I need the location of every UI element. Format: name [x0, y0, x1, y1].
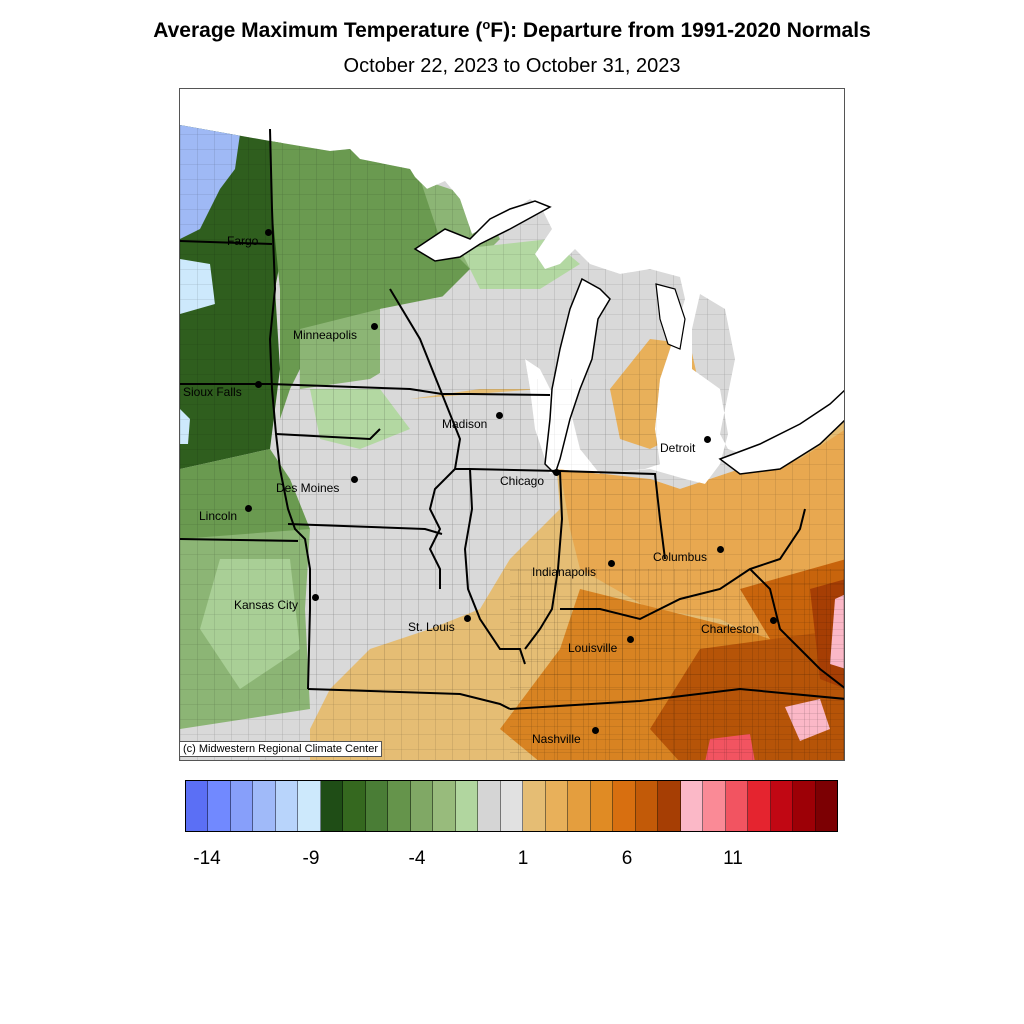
charleston-marker	[770, 617, 777, 624]
legend-tick-3: 1	[517, 848, 529, 869]
sioux-falls-label: Sioux Falls	[183, 385, 242, 399]
detroit-marker	[704, 436, 711, 443]
louisville-label: Louisville	[568, 641, 618, 655]
nashville-label: Nashville	[532, 732, 581, 746]
map-title: Average Maximum Temperature (oF): Depart…	[0, 17, 1024, 43]
color-legend	[185, 780, 838, 832]
legend-swatch	[793, 781, 816, 831]
legend-swatch	[500, 781, 524, 831]
legend-swatch	[275, 781, 299, 831]
legend-swatch	[365, 781, 389, 831]
fargo-marker	[265, 229, 272, 236]
legend-swatch	[455, 781, 479, 831]
legend-swatch	[388, 781, 411, 831]
kansas-city-label: Kansas City	[234, 598, 299, 612]
indianapolis-label: Indianapolis	[532, 565, 597, 579]
legend-swatch	[680, 781, 704, 831]
legend-swatch	[613, 781, 636, 831]
chicago-label: Chicago	[500, 474, 545, 488]
legend-tick-2: -4	[408, 848, 426, 869]
credit-label: (c) Midwestern Regional Climate Center	[179, 741, 383, 757]
indianapolis-marker	[608, 560, 615, 567]
legend-swatch	[343, 781, 366, 831]
detroit-label: Detroit	[660, 441, 696, 455]
legend-swatch	[568, 781, 591, 831]
des-moines-marker	[351, 476, 358, 483]
map-frame: Fargo Minneapolis Sioux Falls Madison De…	[179, 88, 845, 761]
map-subtitle: October 22, 2023 to October 31, 2023	[343, 55, 681, 77]
lincoln-marker	[245, 505, 252, 512]
degree-symbol: o	[482, 17, 491, 32]
madison-marker	[496, 412, 503, 419]
title-part2: F): Departure from 1991-2020 Normals	[490, 19, 871, 42]
madison-label: Madison	[442, 417, 488, 431]
legend-swatch	[298, 781, 321, 831]
louisville-marker	[627, 636, 634, 643]
legend-swatch	[186, 781, 209, 831]
legend-swatch	[545, 781, 569, 831]
lincoln-label: Lincoln	[199, 509, 238, 523]
legend-swatch	[433, 781, 456, 831]
legend-swatch	[523, 781, 546, 831]
minneapolis-marker	[371, 323, 378, 330]
sioux-falls-marker	[255, 381, 262, 388]
legend-swatch	[410, 781, 434, 831]
temperature-map	[180, 125, 844, 760]
kansas-city-marker	[312, 594, 319, 601]
legend-swatch	[478, 781, 501, 831]
chicago-marker	[553, 469, 560, 476]
legend-swatch	[748, 781, 771, 831]
charleston-label: Charleston	[701, 622, 760, 636]
legend-swatch	[230, 781, 254, 831]
legend-swatch	[703, 781, 726, 831]
st-louis-marker	[464, 615, 471, 622]
fargo-label: Fargo	[227, 234, 259, 248]
legend-swatch	[320, 781, 344, 831]
des-moines-label: Des Moines	[276, 481, 340, 495]
legend-swatch	[253, 781, 276, 831]
legend-tick-4: 6	[621, 848, 633, 869]
nashville-marker	[592, 727, 599, 734]
legend-tick-5: 11	[723, 848, 743, 869]
legend-tick-1: -9	[302, 848, 320, 869]
legend-swatch	[770, 781, 794, 831]
columbus-label: Columbus	[653, 550, 708, 564]
legend-swatch	[658, 781, 681, 831]
legend-swatch	[590, 781, 614, 831]
legend-swatch	[208, 781, 231, 831]
minneapolis-label: Minneapolis	[293, 328, 358, 342]
title-part1: Average Maximum Temperature (	[153, 19, 483, 42]
legend-swatch	[635, 781, 659, 831]
legend-tick-0: -14	[193, 848, 221, 869]
columbus-marker	[717, 546, 724, 553]
legend-swatch	[725, 781, 749, 831]
st-louis-label: St. Louis	[408, 620, 455, 634]
legend-swatch	[815, 781, 838, 831]
